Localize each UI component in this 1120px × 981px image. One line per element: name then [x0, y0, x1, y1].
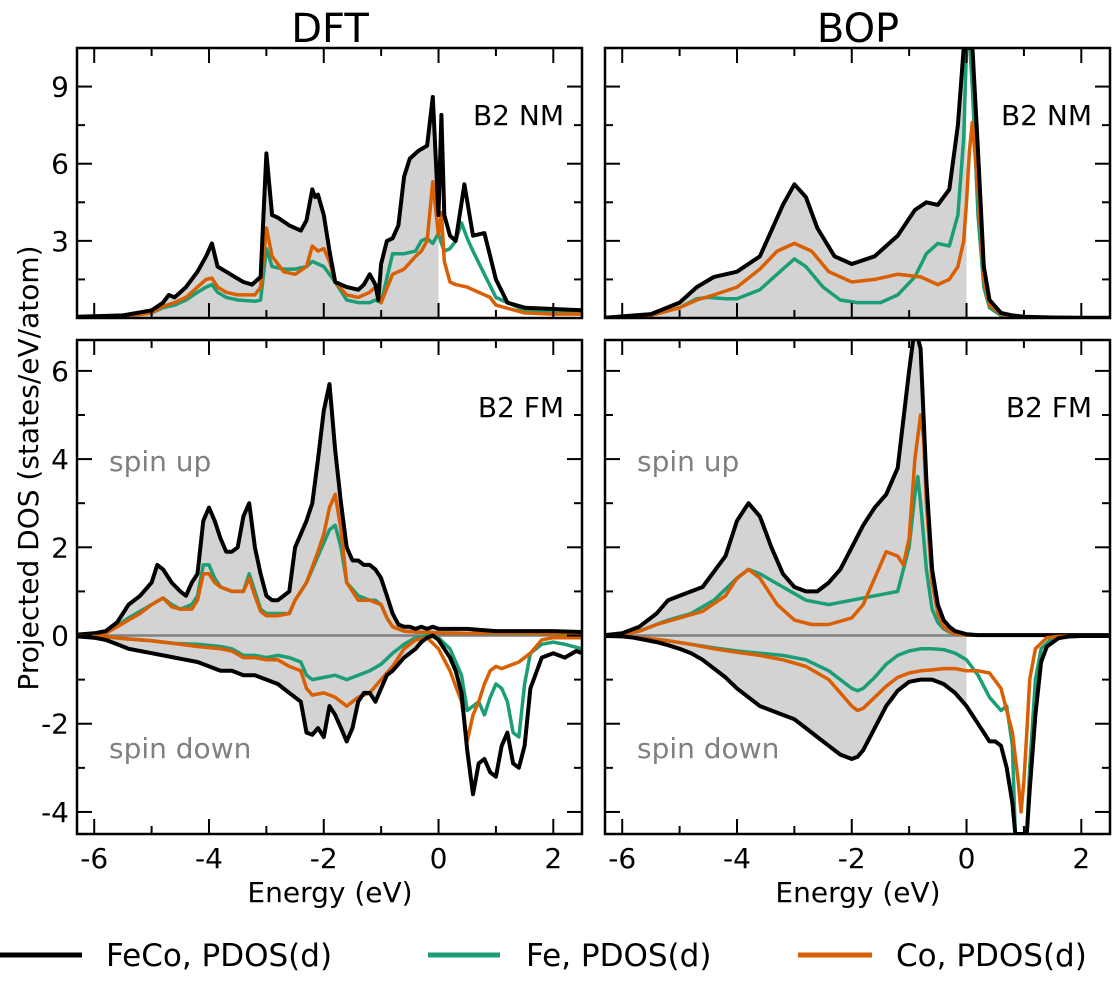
series-line-feco-spin-down — [77, 633, 582, 797]
panel-label: B2 FM — [478, 391, 564, 424]
panel-bop-fm: -6 -4 -2 0 2 B2 FM spin up spin down — [603, 338, 1112, 875]
series-line-co-spin-down — [77, 634, 582, 744]
panel-frame — [603, 46, 1112, 320]
x-tick-label: -4 — [195, 842, 223, 875]
occupied-fill-spin-up — [77, 384, 439, 636]
plot-area — [77, 94, 582, 318]
y-axis-label: Projected DOS (states/eV/atom) — [12, 245, 45, 690]
legend: FeCo, PDOS(d) Fe, PDOS(d) Co, PDOS(d) — [0, 938, 1087, 974]
x-tick-label: 0 — [958, 842, 976, 875]
panel-label: B2 NM — [1001, 99, 1092, 132]
plot-area — [77, 382, 582, 797]
panel-frame — [603, 338, 1112, 836]
series-line-feco-spin-up — [605, 340, 1110, 638]
y-tick-label: 9 — [51, 71, 69, 104]
y-tick-label: -4 — [41, 796, 69, 829]
series-line-feco — [77, 94, 582, 318]
panel-frame — [75, 338, 584, 836]
spin-down-label: spin down — [109, 732, 251, 765]
x-tick-label: -2 — [310, 842, 338, 875]
x-axis-label-dft: Energy (eV) — [247, 876, 412, 909]
spin-up-label: spin up — [109, 445, 211, 478]
panel-dft-nm: 3 6 9 B2 NM — [51, 46, 584, 320]
x-tick-label: -4 — [723, 842, 751, 875]
x-tick-label: -6 — [80, 842, 108, 875]
y-tick-label: -2 — [41, 708, 69, 741]
series-line-feco-spin-up — [77, 382, 582, 637]
spin-down-label: spin down — [637, 732, 779, 765]
x-tick-label: -6 — [608, 842, 636, 875]
series-line-fe-spin-down — [77, 633, 582, 739]
series-line-feco-spin-down — [605, 634, 1110, 834]
x-tick-label: -2 — [838, 842, 866, 875]
series-line-co-spin-up — [605, 413, 1110, 637]
x-axis-label-bop: Energy (eV) — [775, 876, 940, 909]
panel-dft-fm: -6 -4 -2 0 2 -4 -2 0 2 4 6 B2 FM spin up spin down — [41, 338, 584, 875]
legend-label-fe: Fe, PDOS(d) — [526, 938, 711, 974]
legend-label-feco: FeCo, PDOS(d) — [106, 938, 332, 974]
occupied-fill-spin-down — [605, 635, 967, 759]
occupied-fill — [605, 48, 967, 318]
series-line-co — [605, 120, 1110, 318]
occupied-fill — [77, 96, 439, 318]
y-tick-label: 0 — [51, 620, 69, 653]
x-tick-label: 2 — [1072, 842, 1090, 875]
occupied-fill-spin-down — [77, 635, 439, 742]
series-line-co-spin-up — [77, 492, 582, 637]
y-tick-label: 3 — [51, 225, 69, 258]
y-tick-label: 2 — [51, 531, 69, 564]
spin-up-label: spin up — [637, 445, 739, 478]
panel-label: B2 NM — [473, 99, 564, 132]
y-tick-label: 4 — [51, 443, 69, 476]
occupied-fill-spin-up — [605, 340, 967, 636]
y-tick-label: 6 — [51, 355, 69, 388]
plot-area — [605, 340, 1110, 834]
column-title-dft: DFT — [291, 6, 369, 52]
series-line-co-spin-down — [605, 634, 1110, 814]
x-tick-label: 2 — [544, 842, 562, 875]
panel-bop-nm: B2 NM — [603, 46, 1112, 320]
series-line-feco — [605, 48, 1110, 318]
x-tick-label: 0 — [430, 842, 448, 875]
panel-label: B2 FM — [1006, 391, 1092, 424]
plot-area — [605, 48, 1110, 318]
panel-frame — [75, 46, 584, 320]
column-title-bop: BOP — [817, 6, 899, 52]
legend-label-co: Co, PDOS(d) — [896, 938, 1087, 974]
y-tick-label: 6 — [51, 148, 69, 181]
